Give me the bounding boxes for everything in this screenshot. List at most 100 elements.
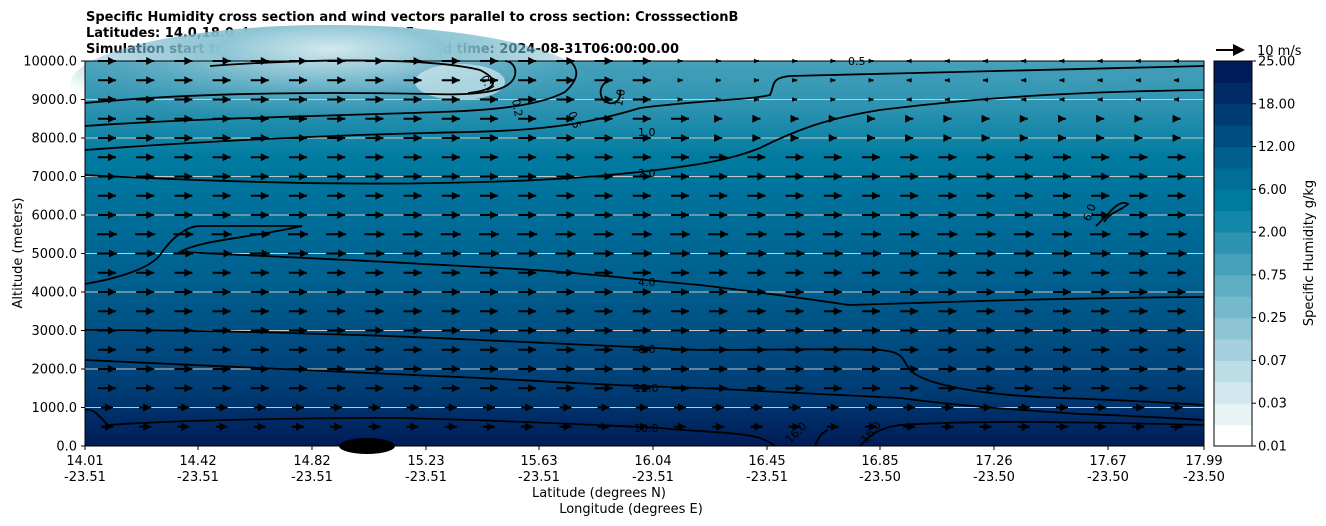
wind-arrow-head — [716, 403, 725, 412]
wind-arrow-head — [222, 211, 231, 219]
y-tick-label: 8000.0 — [32, 132, 78, 147]
wind-arrow-head — [299, 365, 307, 373]
wind-arrow-head — [222, 326, 231, 335]
wind-arrow-head — [184, 384, 193, 393]
wind-arrow-head — [1177, 384, 1186, 393]
wind-arrow-head — [1174, 97, 1179, 102]
wind-arrow-head — [873, 230, 881, 239]
wind-arrow-head — [299, 172, 307, 181]
colorbar-segment — [1214, 317, 1252, 340]
wind-arrow-head — [413, 211, 422, 219]
wind-arrow-head — [719, 268, 728, 277]
wind-arrow-head — [375, 172, 384, 181]
wind-arrow-head — [905, 134, 914, 142]
wind-arrow-head — [528, 211, 537, 219]
wind-arrow-head — [907, 403, 916, 412]
wind-arrow-head — [910, 326, 919, 335]
wind-arrow-head — [869, 403, 877, 412]
colorbar-segment — [1214, 61, 1252, 83]
y-axis: 0.0 1000.0 2000.0 3000.0 4000.0 5000.0 6000.0 7… — [23, 55, 85, 455]
wind-arrow-head — [949, 249, 958, 258]
wind-arrow-head — [1063, 384, 1071, 393]
wind-arrow-head — [948, 153, 957, 162]
wind-arrow-head — [605, 249, 614, 258]
colorbar-segment — [1214, 146, 1252, 169]
colorbar-tick-label: 0.25 — [1258, 311, 1287, 326]
wind-arrow-head — [299, 345, 307, 354]
wind-arrow-head — [1177, 365, 1186, 373]
wind-arrow-head — [375, 384, 384, 393]
wind-arrow-head — [490, 191, 498, 200]
wind-arrow-head — [184, 307, 193, 316]
wind-arrow-head — [872, 307, 880, 316]
wind-arrow-head — [604, 95, 613, 104]
x-tick-label-lon: -23.51 — [291, 470, 333, 485]
wind-arrow-head — [219, 422, 228, 431]
wind-arrow-head — [147, 249, 156, 258]
wind-arrow-head — [146, 114, 155, 123]
contour-16-0b — [814, 429, 829, 447]
wind-arrow-head — [299, 134, 307, 142]
wind-arrow-head — [184, 365, 193, 373]
wind-arrow-head — [1059, 77, 1065, 83]
wind-arrow-head — [910, 307, 919, 316]
wind-arrow-head — [1024, 153, 1033, 162]
wind-arrow-head — [604, 191, 613, 200]
wind-arrow-head — [146, 288, 155, 296]
wind-arrow-head — [642, 307, 651, 316]
wind-arrow-head — [451, 288, 460, 296]
wind-arrow-head — [1139, 288, 1148, 296]
wind-arrow-head — [757, 288, 766, 296]
wind-arrow-head — [1139, 211, 1148, 219]
y-tick-label: 5000.0 — [32, 247, 78, 262]
wind-arrow-head — [490, 268, 498, 277]
x-tick-label-lon: -23.51 — [632, 470, 674, 485]
y-tick-label: 2000.0 — [32, 363, 78, 378]
wind-arrow-head — [1058, 114, 1066, 123]
wind-arrow-head — [299, 114, 307, 123]
wind-arrow-head — [451, 326, 460, 335]
wind-arrow-head — [448, 403, 457, 412]
colorbar-segment — [1214, 274, 1252, 297]
wind-arrow-head — [184, 345, 193, 354]
wind-arrow-head — [910, 191, 919, 200]
wind-arrow-head — [681, 326, 689, 335]
wind-arrow-head — [757, 153, 766, 162]
wind-arrow-head — [260, 211, 269, 219]
wind-arrow-head — [1101, 345, 1110, 354]
wind-arrow-head — [375, 211, 384, 219]
contour-8-0 — [84, 329, 1205, 406]
wind-arrow-head — [795, 345, 804, 354]
wind-arrow-head — [451, 114, 460, 123]
wind-arrow-head — [986, 211, 995, 219]
wind-arrow-head — [528, 345, 537, 354]
wind-arrow-head — [299, 268, 307, 277]
contour-0-2 — [84, 60, 517, 104]
wind-arrow-head — [490, 211, 498, 219]
wind-arrow-head — [604, 172, 613, 181]
wind-arrow-head — [678, 422, 686, 431]
colorbar-segment — [1214, 296, 1252, 319]
wind-arrow-head — [795, 191, 804, 200]
wind-arrow-head — [566, 172, 575, 181]
wind-arrow-head — [945, 403, 954, 412]
wind-arrow-head — [1177, 211, 1186, 219]
wind-arrow-head — [986, 268, 995, 277]
wind-arrow-head — [181, 403, 190, 412]
plot-area: 0.1 0.2 0.5 0.5 1.0 1.0 2.0 4.0 6.0 8.0 … — [70, 25, 1205, 454]
wind-arrow-head — [1063, 326, 1071, 335]
x-tick-label-lon: -23.50 — [1183, 470, 1225, 485]
wind-arrow-head — [1024, 326, 1033, 335]
wind-arrow-head — [300, 249, 308, 258]
colorbar-tick-label: 2.00 — [1258, 226, 1287, 241]
wind-arrow-head — [337, 307, 346, 316]
wind-arrow-head — [337, 76, 346, 85]
wind-arrow-head — [108, 268, 116, 277]
contour-label-1-0-vertical: 1.0 — [612, 88, 628, 107]
wind-arrow-head — [260, 307, 269, 316]
wind-arrow-head — [681, 172, 689, 181]
x-tick-label-lat: 15.63 — [520, 454, 557, 469]
wind-arrow-head — [1101, 268, 1110, 277]
wind-arrow-head — [681, 288, 689, 296]
wind-arrow-head — [642, 268, 651, 277]
